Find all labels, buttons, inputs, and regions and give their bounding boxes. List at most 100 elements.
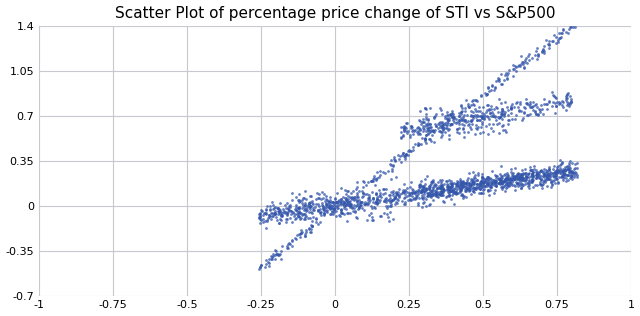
- Point: [386, 201, 396, 206]
- Point: [465, 102, 476, 107]
- Point: [300, 203, 310, 208]
- Point: [560, 167, 570, 172]
- Point: [321, 204, 332, 210]
- Point: [547, 182, 557, 187]
- Point: [430, 192, 440, 198]
- Point: [435, 185, 445, 191]
- Point: [499, 179, 509, 184]
- Point: [506, 175, 516, 180]
- Point: [418, 126, 428, 131]
- Point: [506, 110, 516, 115]
- Point: [354, 205, 364, 210]
- Point: [367, 200, 378, 205]
- Point: [313, 208, 323, 213]
- Point: [294, 192, 304, 197]
- Point: [536, 178, 546, 183]
- Point: [426, 188, 436, 193]
- Point: [451, 181, 461, 186]
- Point: [547, 103, 557, 108]
- Point: [467, 108, 477, 113]
- Point: [428, 178, 438, 183]
- Point: [481, 110, 491, 115]
- Point: [352, 199, 362, 204]
- Point: [442, 187, 452, 192]
- Point: [414, 141, 424, 146]
- Point: [313, 209, 323, 214]
- Point: [560, 172, 570, 177]
- Point: [254, 212, 264, 217]
- Point: [374, 199, 385, 204]
- Point: [296, 216, 306, 221]
- Point: [403, 197, 413, 202]
- Point: [405, 185, 415, 190]
- Point: [504, 176, 514, 181]
- Point: [449, 201, 460, 206]
- Point: [438, 199, 449, 204]
- Point: [500, 177, 510, 182]
- Point: [431, 183, 442, 188]
- Point: [468, 98, 478, 103]
- Point: [267, 210, 277, 215]
- Point: [537, 106, 547, 112]
- Point: [429, 116, 440, 121]
- Point: [343, 200, 353, 205]
- Point: [371, 177, 381, 182]
- Point: [420, 136, 430, 141]
- Point: [442, 178, 452, 183]
- Point: [468, 169, 478, 174]
- Point: [278, 210, 289, 215]
- Point: [465, 184, 475, 189]
- Point: [523, 171, 533, 176]
- Point: [488, 129, 499, 134]
- Point: [371, 197, 381, 202]
- Point: [436, 191, 446, 196]
- Point: [533, 52, 543, 58]
- Point: [362, 201, 372, 206]
- Point: [534, 106, 544, 111]
- Point: [472, 98, 482, 103]
- Point: [429, 183, 440, 188]
- Point: [341, 199, 351, 204]
- Point: [549, 178, 559, 183]
- Point: [406, 124, 417, 129]
- Point: [343, 189, 353, 194]
- Point: [550, 171, 560, 176]
- Point: [355, 200, 365, 205]
- Point: [355, 203, 365, 208]
- Point: [387, 204, 397, 209]
- Point: [563, 101, 573, 106]
- Point: [522, 180, 532, 185]
- Point: [472, 118, 482, 123]
- Point: [403, 121, 413, 126]
- Point: [520, 178, 530, 183]
- Point: [294, 209, 304, 214]
- Point: [555, 36, 565, 41]
- Point: [460, 118, 470, 123]
- Point: [346, 195, 356, 200]
- Point: [566, 173, 576, 178]
- Point: [401, 153, 411, 158]
- Point: [428, 185, 438, 190]
- Point: [462, 186, 472, 191]
- Point: [476, 114, 486, 119]
- Point: [510, 64, 520, 69]
- Point: [387, 167, 397, 172]
- Point: [410, 127, 420, 132]
- Point: [389, 157, 399, 162]
- Point: [548, 171, 559, 176]
- Point: [390, 196, 400, 201]
- Point: [300, 189, 310, 194]
- Point: [552, 168, 563, 173]
- Point: [499, 183, 509, 188]
- Point: [445, 112, 455, 117]
- Point: [405, 148, 415, 153]
- Point: [506, 181, 516, 186]
- Point: [505, 177, 515, 182]
- Point: [513, 100, 523, 105]
- Point: [493, 109, 503, 114]
- Point: [270, 204, 280, 210]
- Point: [369, 173, 379, 179]
- Point: [499, 179, 509, 185]
- Point: [521, 55, 531, 60]
- Point: [397, 125, 408, 130]
